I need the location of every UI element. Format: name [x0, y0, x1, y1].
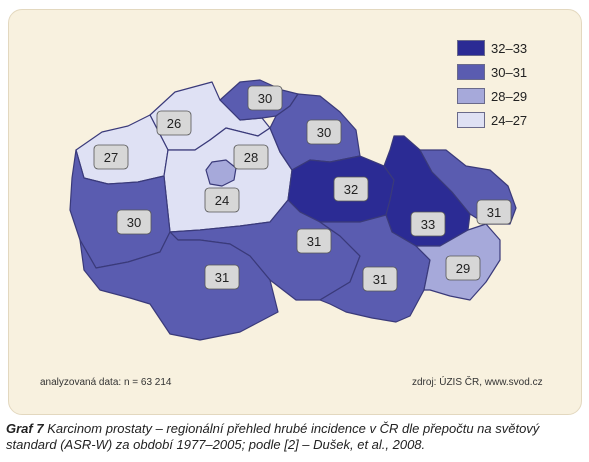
legend-swatch	[457, 64, 485, 80]
region-value-box	[333, 176, 369, 202]
region-value-label: 26	[167, 116, 181, 131]
region-value-label: 31	[487, 205, 501, 220]
region-value-box	[445, 255, 481, 281]
legend: 32–33 30–31 28–29 24–27	[457, 36, 527, 132]
legend-item: 24–27	[457, 108, 527, 132]
caption-label: Graf 7	[6, 421, 44, 436]
footer-source: zdroj: ÚZIS ČR, www.svod.cz	[412, 377, 543, 388]
region-value-box	[362, 266, 398, 292]
legend-item: 32–33	[457, 36, 527, 60]
region-value-label: 30	[127, 215, 141, 230]
region-value-box	[410, 211, 446, 237]
region-value-label: 32	[344, 182, 358, 197]
region-shape	[383, 135, 471, 247]
region-value-box	[156, 110, 192, 136]
region-value-label: 33	[421, 217, 435, 232]
region-value-box	[296, 228, 332, 254]
region-value-label: 24	[215, 193, 229, 208]
legend-label: 30–31	[491, 64, 528, 80]
region-value-box	[116, 209, 152, 235]
region-value-box	[93, 144, 129, 170]
region-value-label: 29	[456, 261, 470, 276]
region-shape	[79, 231, 279, 341]
region-value-box	[204, 264, 240, 290]
legend-swatch	[457, 112, 485, 128]
legend-swatch	[457, 40, 485, 56]
region-shape	[205, 159, 237, 187]
legend-label: 24–27	[491, 112, 528, 128]
region-value-label: 30	[258, 91, 272, 106]
caption-text: Karcinom prostaty – regionální přehled h…	[6, 421, 540, 452]
region-value-box	[476, 199, 512, 225]
region-value-label: 30	[317, 125, 331, 140]
legend-swatch	[457, 88, 485, 104]
legend-label: 32–33	[491, 40, 528, 56]
region-value-box	[233, 144, 269, 170]
legend-label: 28–29	[491, 88, 528, 104]
region-value-box	[306, 119, 342, 145]
region-value-label: 31	[373, 272, 387, 287]
region-value-label: 31	[307, 234, 321, 249]
legend-item: 30–31	[457, 60, 527, 84]
footer-data-count: analyzovaná data: n = 63 214	[40, 377, 172, 388]
region-value-box	[247, 85, 283, 111]
region-value-label: 27	[104, 150, 118, 165]
region-value-label: 28	[244, 150, 258, 165]
region-value-label: 31	[215, 270, 229, 285]
legend-item: 28–29	[457, 84, 527, 108]
figure-caption: Graf 7 Karcinom prostaty – regionální př…	[6, 421, 586, 453]
region-value-box	[204, 187, 240, 213]
